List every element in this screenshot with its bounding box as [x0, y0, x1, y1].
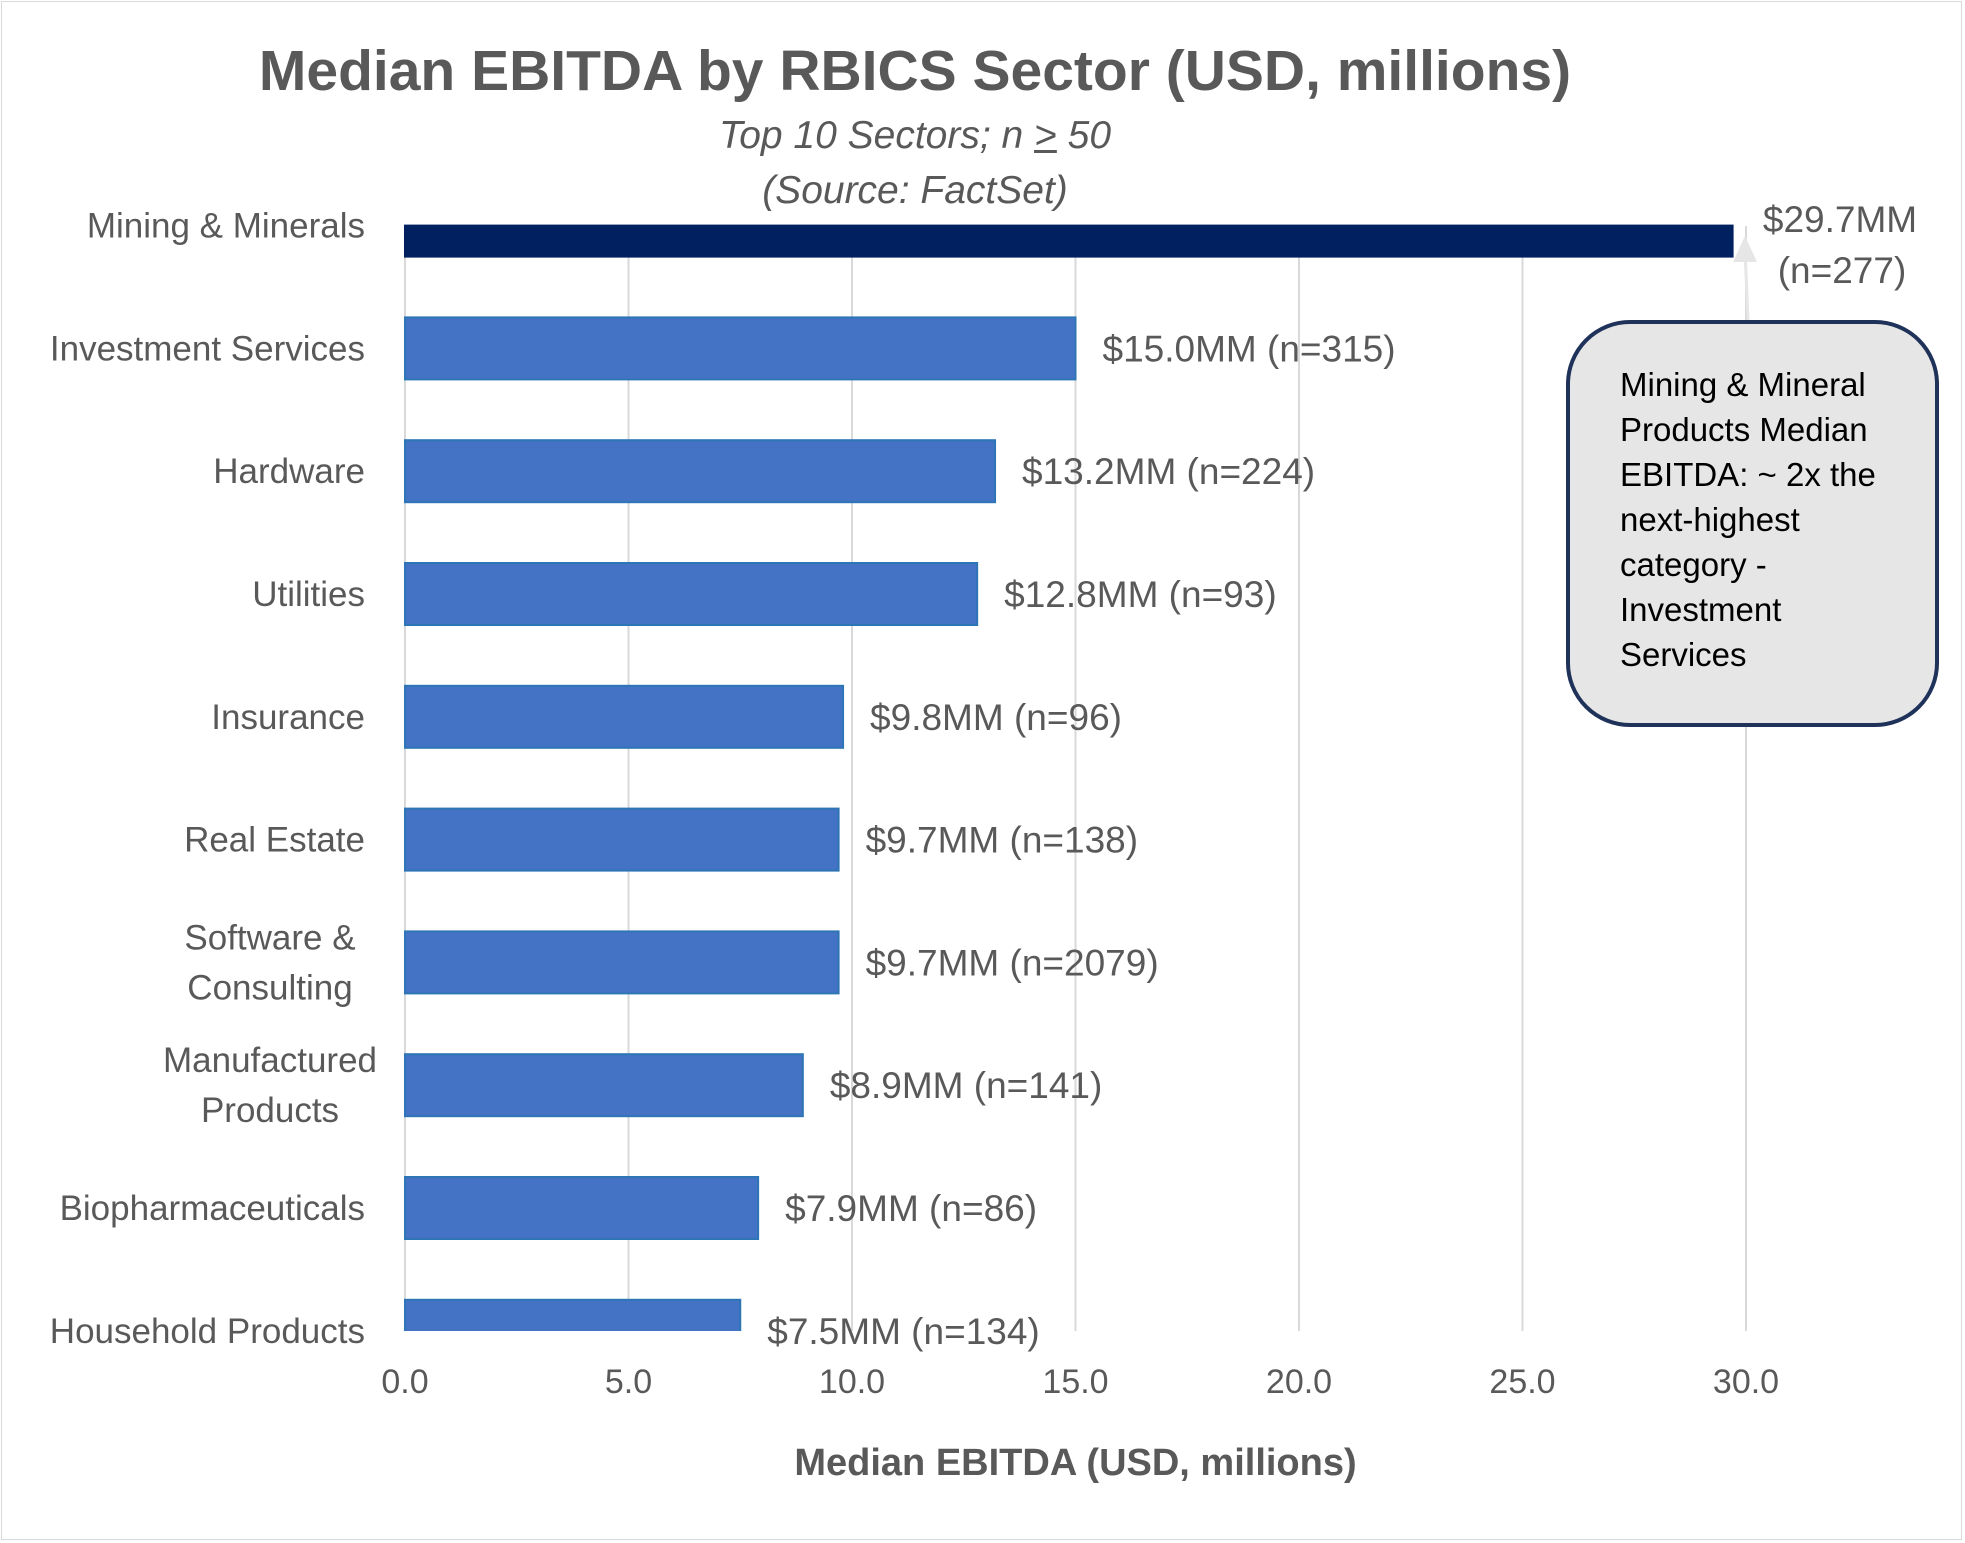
data-label: $29.7MM	[1763, 199, 1917, 240]
annotation-callout: Mining & Mineral Products Median EBITDA: ~…	[1566, 320, 1939, 727]
annotation-line: category -	[1620, 546, 1767, 583]
x-tick-label: 0.0	[381, 1363, 428, 1401]
category-label: Utilities	[252, 575, 365, 614]
chart-subtitle-line2: (Source: FactSet)	[762, 169, 1068, 212]
category-label: Investment Services	[50, 329, 365, 368]
bar	[404, 439, 997, 504]
bar	[404, 930, 840, 995]
data-label: $9.7MM (n=2079)	[866, 942, 1159, 983]
data-label: $7.9MM (n=86)	[785, 1188, 1037, 1229]
data-label: $12.8MM (n=93)	[1004, 574, 1276, 615]
annotation-line: Products Median	[1620, 411, 1868, 448]
category-label: Real Estate	[184, 821, 365, 860]
chart-title: Median EBITDA by RBICS Sector (USD, mill…	[258, 39, 1572, 103]
subtitle-suffix: 50	[1056, 114, 1112, 157]
category-label: Products	[201, 1091, 339, 1130]
category-label: Mining & Minerals	[87, 207, 365, 246]
category-label: Software &	[184, 918, 355, 957]
annotation-line: Investment	[1620, 591, 1782, 628]
data-label: (n=277)	[1778, 250, 1907, 291]
x-tick-label: 10.0	[819, 1363, 885, 1401]
bar	[404, 684, 845, 749]
category-label: Manufactured	[163, 1041, 377, 1080]
callout-arrowhead	[1733, 236, 1757, 262]
annotation-line: Services	[1620, 636, 1747, 673]
bar	[404, 1298, 742, 1331]
category-label: Insurance	[211, 698, 365, 737]
subtitle-symbol: >	[1034, 114, 1057, 157]
chart-subtitle-line1: Top 10 Sectors; n > 50	[0, 114, 1830, 158]
data-label: $13.2MM (n=224)	[1022, 451, 1315, 492]
bar	[404, 1053, 804, 1118]
annotation-line: EBITDA: ~ 2x the	[1620, 456, 1876, 493]
data-label: $9.8MM (n=96)	[870, 697, 1122, 738]
annotation-line: next-highest	[1620, 501, 1800, 538]
bar	[404, 562, 979, 626]
category-label: Biopharmaceuticals	[60, 1189, 365, 1228]
data-label: $7.5MM (n=134)	[767, 1311, 1040, 1352]
bar	[404, 807, 840, 872]
x-tick-label: 30.0	[1713, 1363, 1779, 1401]
data-label: $8.9MM (n=141)	[830, 1065, 1103, 1106]
subtitle-prefix: Top 10 Sectors; n	[718, 114, 1035, 157]
bar	[404, 1176, 760, 1240]
x-tick-label: 25.0	[1489, 1363, 1555, 1401]
annotation-line: Mining & Mineral	[1620, 366, 1866, 403]
bar	[404, 316, 1077, 381]
data-label: $9.7MM (n=138)	[866, 820, 1139, 861]
x-tick-label: 5.0	[605, 1363, 652, 1401]
category-label: Household Products	[50, 1312, 365, 1351]
bar	[404, 224, 1734, 258]
category-label: Consulting	[187, 968, 352, 1007]
category-label: Hardware	[213, 452, 365, 491]
data-label: $15.0MM (n=315)	[1103, 328, 1396, 369]
x-tick-label: 15.0	[1042, 1363, 1108, 1401]
x-axis-title: Median EBITDA (USD, millions)	[794, 1442, 1357, 1484]
x-tick-label: 20.0	[1266, 1363, 1332, 1401]
